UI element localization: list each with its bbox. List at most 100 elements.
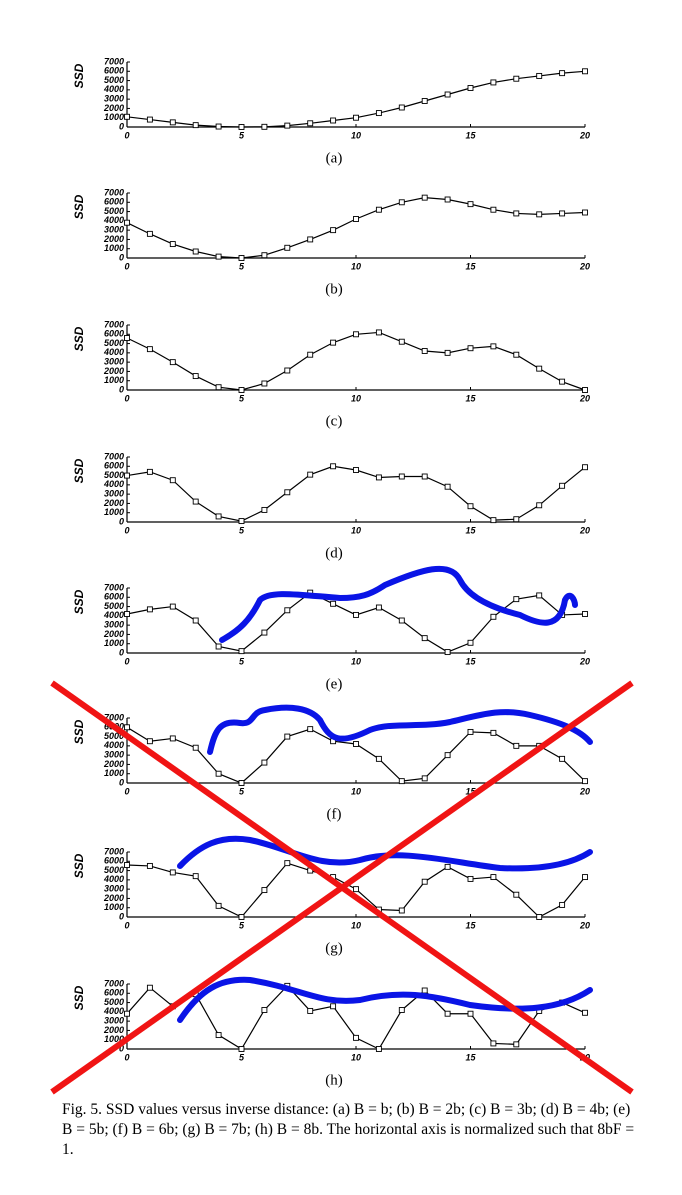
data-point xyxy=(513,516,520,523)
data-point xyxy=(146,606,153,613)
y-tick-label: 6000 xyxy=(104,197,124,207)
data-point xyxy=(444,91,451,98)
data-point xyxy=(398,617,405,624)
data-point xyxy=(467,503,474,510)
data-point xyxy=(330,874,337,881)
data-point xyxy=(192,122,199,129)
y-axis-label: SSD xyxy=(72,326,86,351)
data-point xyxy=(582,611,588,617)
data-point xyxy=(444,649,451,656)
panel-label: (a) xyxy=(326,150,343,166)
data-point xyxy=(215,513,222,520)
y-tick-label: 0 xyxy=(119,121,124,131)
data-point xyxy=(513,351,520,358)
x-tick-label: 15 xyxy=(465,786,476,796)
data-point xyxy=(284,122,291,129)
data-point xyxy=(124,862,130,868)
y-tick-label: 4000 xyxy=(103,740,124,750)
data-point xyxy=(582,874,588,881)
data-point xyxy=(536,1007,543,1014)
y-axis-label: SSD xyxy=(72,589,86,614)
x-tick-label: 15 xyxy=(465,261,476,271)
data-point xyxy=(421,987,428,994)
x-tick-label: 0 xyxy=(124,1052,129,1062)
x-tick-label: 15 xyxy=(465,130,476,140)
x-tick-label: 10 xyxy=(351,130,361,140)
y-tick-label: 3000 xyxy=(104,620,124,630)
data-point xyxy=(490,874,497,881)
data-point xyxy=(261,1007,268,1013)
x-tick-label: 15 xyxy=(465,656,476,666)
y-tick-label: 4000 xyxy=(103,215,124,225)
y-tick-label: 7000 xyxy=(104,978,124,988)
y-tick-label: 1000 xyxy=(104,375,124,385)
data-point xyxy=(307,351,314,358)
data-point xyxy=(513,742,520,749)
data-point xyxy=(192,373,199,380)
data-point xyxy=(192,744,199,751)
y-axis-label: SSD xyxy=(72,194,86,219)
x-tick-label: 15 xyxy=(465,1052,476,1062)
data-point xyxy=(398,1007,405,1013)
data-point xyxy=(490,517,497,524)
y-tick-label: 1000 xyxy=(104,243,124,253)
data-point xyxy=(559,901,566,908)
panel-label: (g) xyxy=(325,940,343,956)
data-point xyxy=(124,724,130,731)
y-tick-label: 0 xyxy=(119,1043,124,1053)
data-point xyxy=(353,467,359,473)
data-point xyxy=(146,346,153,353)
y-tick-label: 0 xyxy=(119,516,124,526)
data-point xyxy=(467,345,474,352)
data-point xyxy=(215,253,222,260)
y-tick-label: 2000 xyxy=(103,893,124,903)
x-tick-label: 20 xyxy=(579,920,590,930)
data-point xyxy=(124,335,130,341)
data-point xyxy=(513,596,520,603)
data-point xyxy=(307,867,314,874)
data-point xyxy=(146,862,153,869)
y-tick-label: 5000 xyxy=(104,338,124,348)
data-point xyxy=(284,860,291,867)
y-tick-label: 2000 xyxy=(103,234,124,244)
y-tick-label: 6000 xyxy=(104,461,124,471)
x-tick-label: 10 xyxy=(351,393,361,403)
data-line xyxy=(126,726,586,784)
data-point xyxy=(284,367,291,374)
y-tick-label: 5000 xyxy=(104,75,124,85)
y-tick-label: 7000 xyxy=(104,56,124,66)
data-point xyxy=(330,227,337,234)
data-point xyxy=(261,123,268,130)
data-point xyxy=(261,629,268,636)
data-point xyxy=(330,1003,337,1010)
data-point xyxy=(169,603,176,610)
data-point xyxy=(536,502,543,509)
y-tick-label: 1000 xyxy=(104,768,124,778)
panel-label: (h) xyxy=(325,1072,343,1088)
data-point xyxy=(215,902,222,909)
y-tick-label: 5000 xyxy=(104,601,124,611)
data-point xyxy=(124,113,130,120)
data-point xyxy=(375,329,382,336)
y-tick-label: 4000 xyxy=(103,1006,124,1016)
y-tick-label: 3000 xyxy=(104,884,124,894)
data-point xyxy=(490,343,497,350)
y-tick-label: 2000 xyxy=(103,498,124,508)
y-tick-label: 1000 xyxy=(104,1034,124,1044)
y-tick-label: 5000 xyxy=(104,997,124,1007)
y-tick-label: 6000 xyxy=(104,856,124,866)
data-point xyxy=(375,110,382,117)
y-tick-label: 7000 xyxy=(104,846,124,856)
data-point xyxy=(238,124,245,130)
x-tick-label: 5 xyxy=(239,656,245,666)
data-point xyxy=(398,907,405,914)
data-point xyxy=(307,120,314,127)
x-tick-label: 20 xyxy=(579,656,590,666)
panel-label: (b) xyxy=(325,281,343,297)
x-tick-label: 20 xyxy=(579,261,590,271)
data-point xyxy=(330,117,337,124)
x-tick-label: 5 xyxy=(239,393,245,403)
data-point xyxy=(307,471,314,478)
data-point xyxy=(169,359,176,366)
